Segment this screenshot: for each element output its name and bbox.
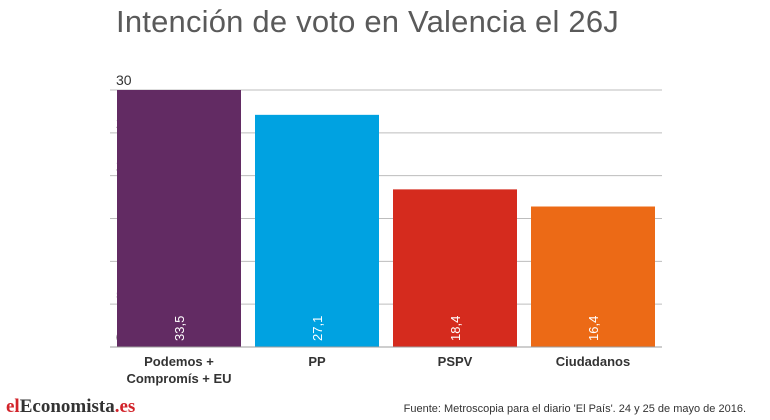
bar xyxy=(117,90,241,347)
bar xyxy=(393,189,517,347)
source-note: Fuente: Metroscopia para el diario 'El P… xyxy=(403,403,746,415)
y-tick-label: 30 xyxy=(116,72,132,88)
x-tick-label: Compromís + EU xyxy=(126,371,231,386)
logo-part-economista: Economista xyxy=(19,396,115,417)
logo-part-el: el xyxy=(6,396,20,417)
bar-value-label: 18,4 xyxy=(448,316,463,341)
x-tick-label: PP xyxy=(308,354,326,369)
bar xyxy=(255,114,379,348)
x-tick-label: Podemos + xyxy=(144,354,214,369)
brand-logo[interactable]: elEconomista.es xyxy=(6,396,135,418)
x-tick-label: PSPV xyxy=(438,354,473,369)
logo-part-es: .es xyxy=(114,396,136,417)
bar-value-label: 16,4 xyxy=(586,316,601,341)
bar-value-label: 27,1 xyxy=(310,316,325,341)
bar xyxy=(531,206,655,347)
x-tick-label: Ciudadanos xyxy=(556,354,630,369)
bar-value-label: 33,5 xyxy=(172,316,187,341)
chart-title: Intención de voto en Valencia el 26J xyxy=(116,4,619,39)
